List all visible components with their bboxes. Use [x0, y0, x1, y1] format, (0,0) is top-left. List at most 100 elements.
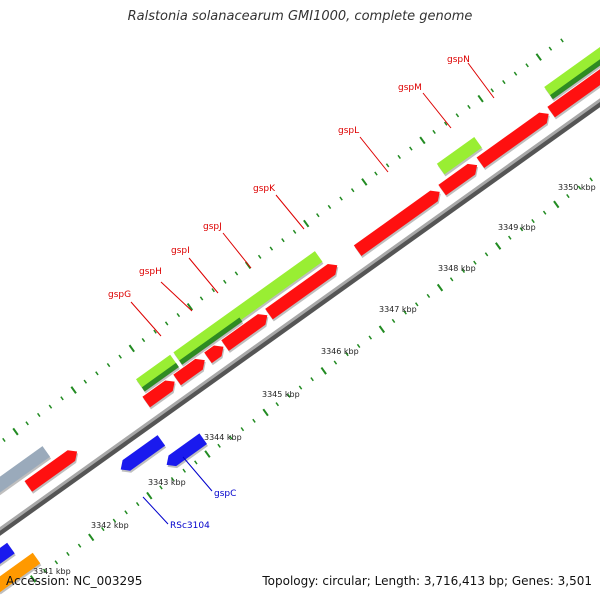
gene-label-gspK[interactable]: gspK — [253, 184, 276, 194]
leader-gspN — [467, 62, 495, 99]
tick-mark — [484, 252, 489, 257]
tick-mark — [42, 568, 47, 573]
scale-label-3345: 3345 kbp — [262, 390, 300, 399]
tick-mark — [118, 354, 122, 359]
tick-mark — [128, 344, 135, 353]
gene-label-gspC[interactable]: gspC — [214, 489, 236, 499]
grey-feature[interactable] — [0, 446, 51, 506]
tick-mark — [12, 427, 19, 436]
green-feature[interactable] — [179, 317, 243, 365]
tick-mark — [525, 63, 529, 68]
tick-mark — [333, 360, 338, 365]
tick-mark — [455, 113, 460, 118]
tick-mark — [356, 343, 361, 348]
tick-mark — [124, 510, 128, 515]
tick-mark — [327, 204, 332, 209]
scale-labels: 3341 kbp 3342 kbp 3343 kbp 3344 kbp 3345… — [33, 183, 596, 576]
cds-block[interactable] — [173, 358, 205, 386]
tick-mark — [275, 402, 280, 407]
cds-block[interactable] — [438, 163, 478, 196]
tick-mark — [473, 260, 477, 265]
tick-mark — [204, 450, 211, 458]
tick-mark — [391, 318, 396, 323]
green-feature[interactable] — [136, 354, 178, 390]
tick-mark — [159, 485, 163, 490]
gene-label-gspN[interactable]: gspN — [447, 55, 470, 65]
tick-mark — [566, 193, 570, 199]
tick-mark — [513, 71, 518, 76]
tick-mark — [223, 279, 227, 284]
tick-mark — [95, 371, 99, 376]
tick-mark — [316, 213, 320, 218]
cds-block[interactable] — [24, 450, 78, 492]
feature-track — [0, 42, 600, 595]
tick-mark — [432, 129, 436, 135]
tick-mark — [281, 238, 285, 243]
leader-gspH — [160, 281, 193, 312]
scale-label-3341: 3341 kbp — [33, 567, 71, 576]
gene-label-gspJ[interactable]: gspJ — [203, 222, 222, 232]
tick-mark — [88, 533, 95, 542]
cds-block[interactable] — [353, 190, 440, 256]
green-feature[interactable] — [544, 42, 600, 98]
green-feature[interactable] — [436, 137, 482, 175]
tick-mark — [519, 227, 524, 232]
green-feature[interactable] — [173, 251, 323, 363]
green-feature[interactable] — [141, 362, 179, 392]
tick-mark — [48, 404, 53, 409]
cds-block[interactable] — [476, 112, 549, 169]
cds-block[interactable] — [204, 345, 224, 364]
cds-block[interactable] — [265, 264, 338, 320]
scale-label-3347: 3347 kbp — [379, 305, 417, 314]
tick-mark — [106, 362, 111, 368]
gene-label-RSc3104[interactable]: RSc3104 — [170, 521, 210, 531]
tick-mark — [461, 268, 466, 274]
gene-label-gspH[interactable]: gspH — [139, 267, 162, 277]
tick-mark — [66, 551, 70, 557]
tick-mark — [298, 385, 303, 390]
tick-mark — [477, 94, 484, 103]
tick-mark — [495, 242, 502, 250]
tick-mark — [29, 575, 37, 583]
tick-mark — [508, 235, 512, 240]
scale-label-3348: 3348 kbp — [438, 264, 476, 273]
tick-mark — [397, 154, 401, 159]
gene-label-gspM[interactable]: gspM — [398, 83, 422, 93]
tick-marks — [2, 38, 593, 583]
tick-mark — [60, 396, 64, 401]
gene-label-gspI[interactable]: gspI — [171, 246, 190, 256]
cds-block[interactable] — [166, 433, 207, 467]
cds-block[interactable] — [142, 380, 175, 408]
tick-mark — [257, 254, 262, 259]
cds-block[interactable] — [547, 60, 600, 118]
leader-gspM — [422, 92, 452, 129]
leader-gspK — [275, 194, 305, 230]
cds-block[interactable] — [120, 435, 166, 471]
tick-mark — [217, 443, 221, 448]
gene-label-gspG[interactable]: gspG — [108, 290, 131, 300]
orange-feature[interactable] — [0, 552, 41, 593]
cds-block[interactable] — [0, 542, 15, 579]
tick-mark — [176, 313, 181, 318]
tick-mark — [577, 185, 582, 190]
tick-mark — [101, 526, 105, 532]
backbone-shadow — [0, 101, 600, 536]
tick-mark — [141, 338, 146, 343]
tick-mark — [374, 171, 378, 176]
tick-mark — [36, 412, 41, 418]
tick-mark — [542, 210, 547, 215]
leader-gspI — [188, 257, 219, 294]
cds-block[interactable] — [221, 314, 268, 351]
tick-mark — [553, 200, 560, 209]
tick-mark — [199, 296, 204, 301]
tick-mark — [70, 386, 77, 394]
label-leaders — [130, 62, 495, 525]
tick-mark — [146, 491, 153, 500]
tick-mark — [186, 302, 194, 311]
tick-mark — [467, 104, 471, 110]
gene-label-gspL[interactable]: gspL — [338, 126, 359, 136]
tick-mark — [170, 477, 175, 482]
green-feature[interactable] — [550, 50, 600, 100]
